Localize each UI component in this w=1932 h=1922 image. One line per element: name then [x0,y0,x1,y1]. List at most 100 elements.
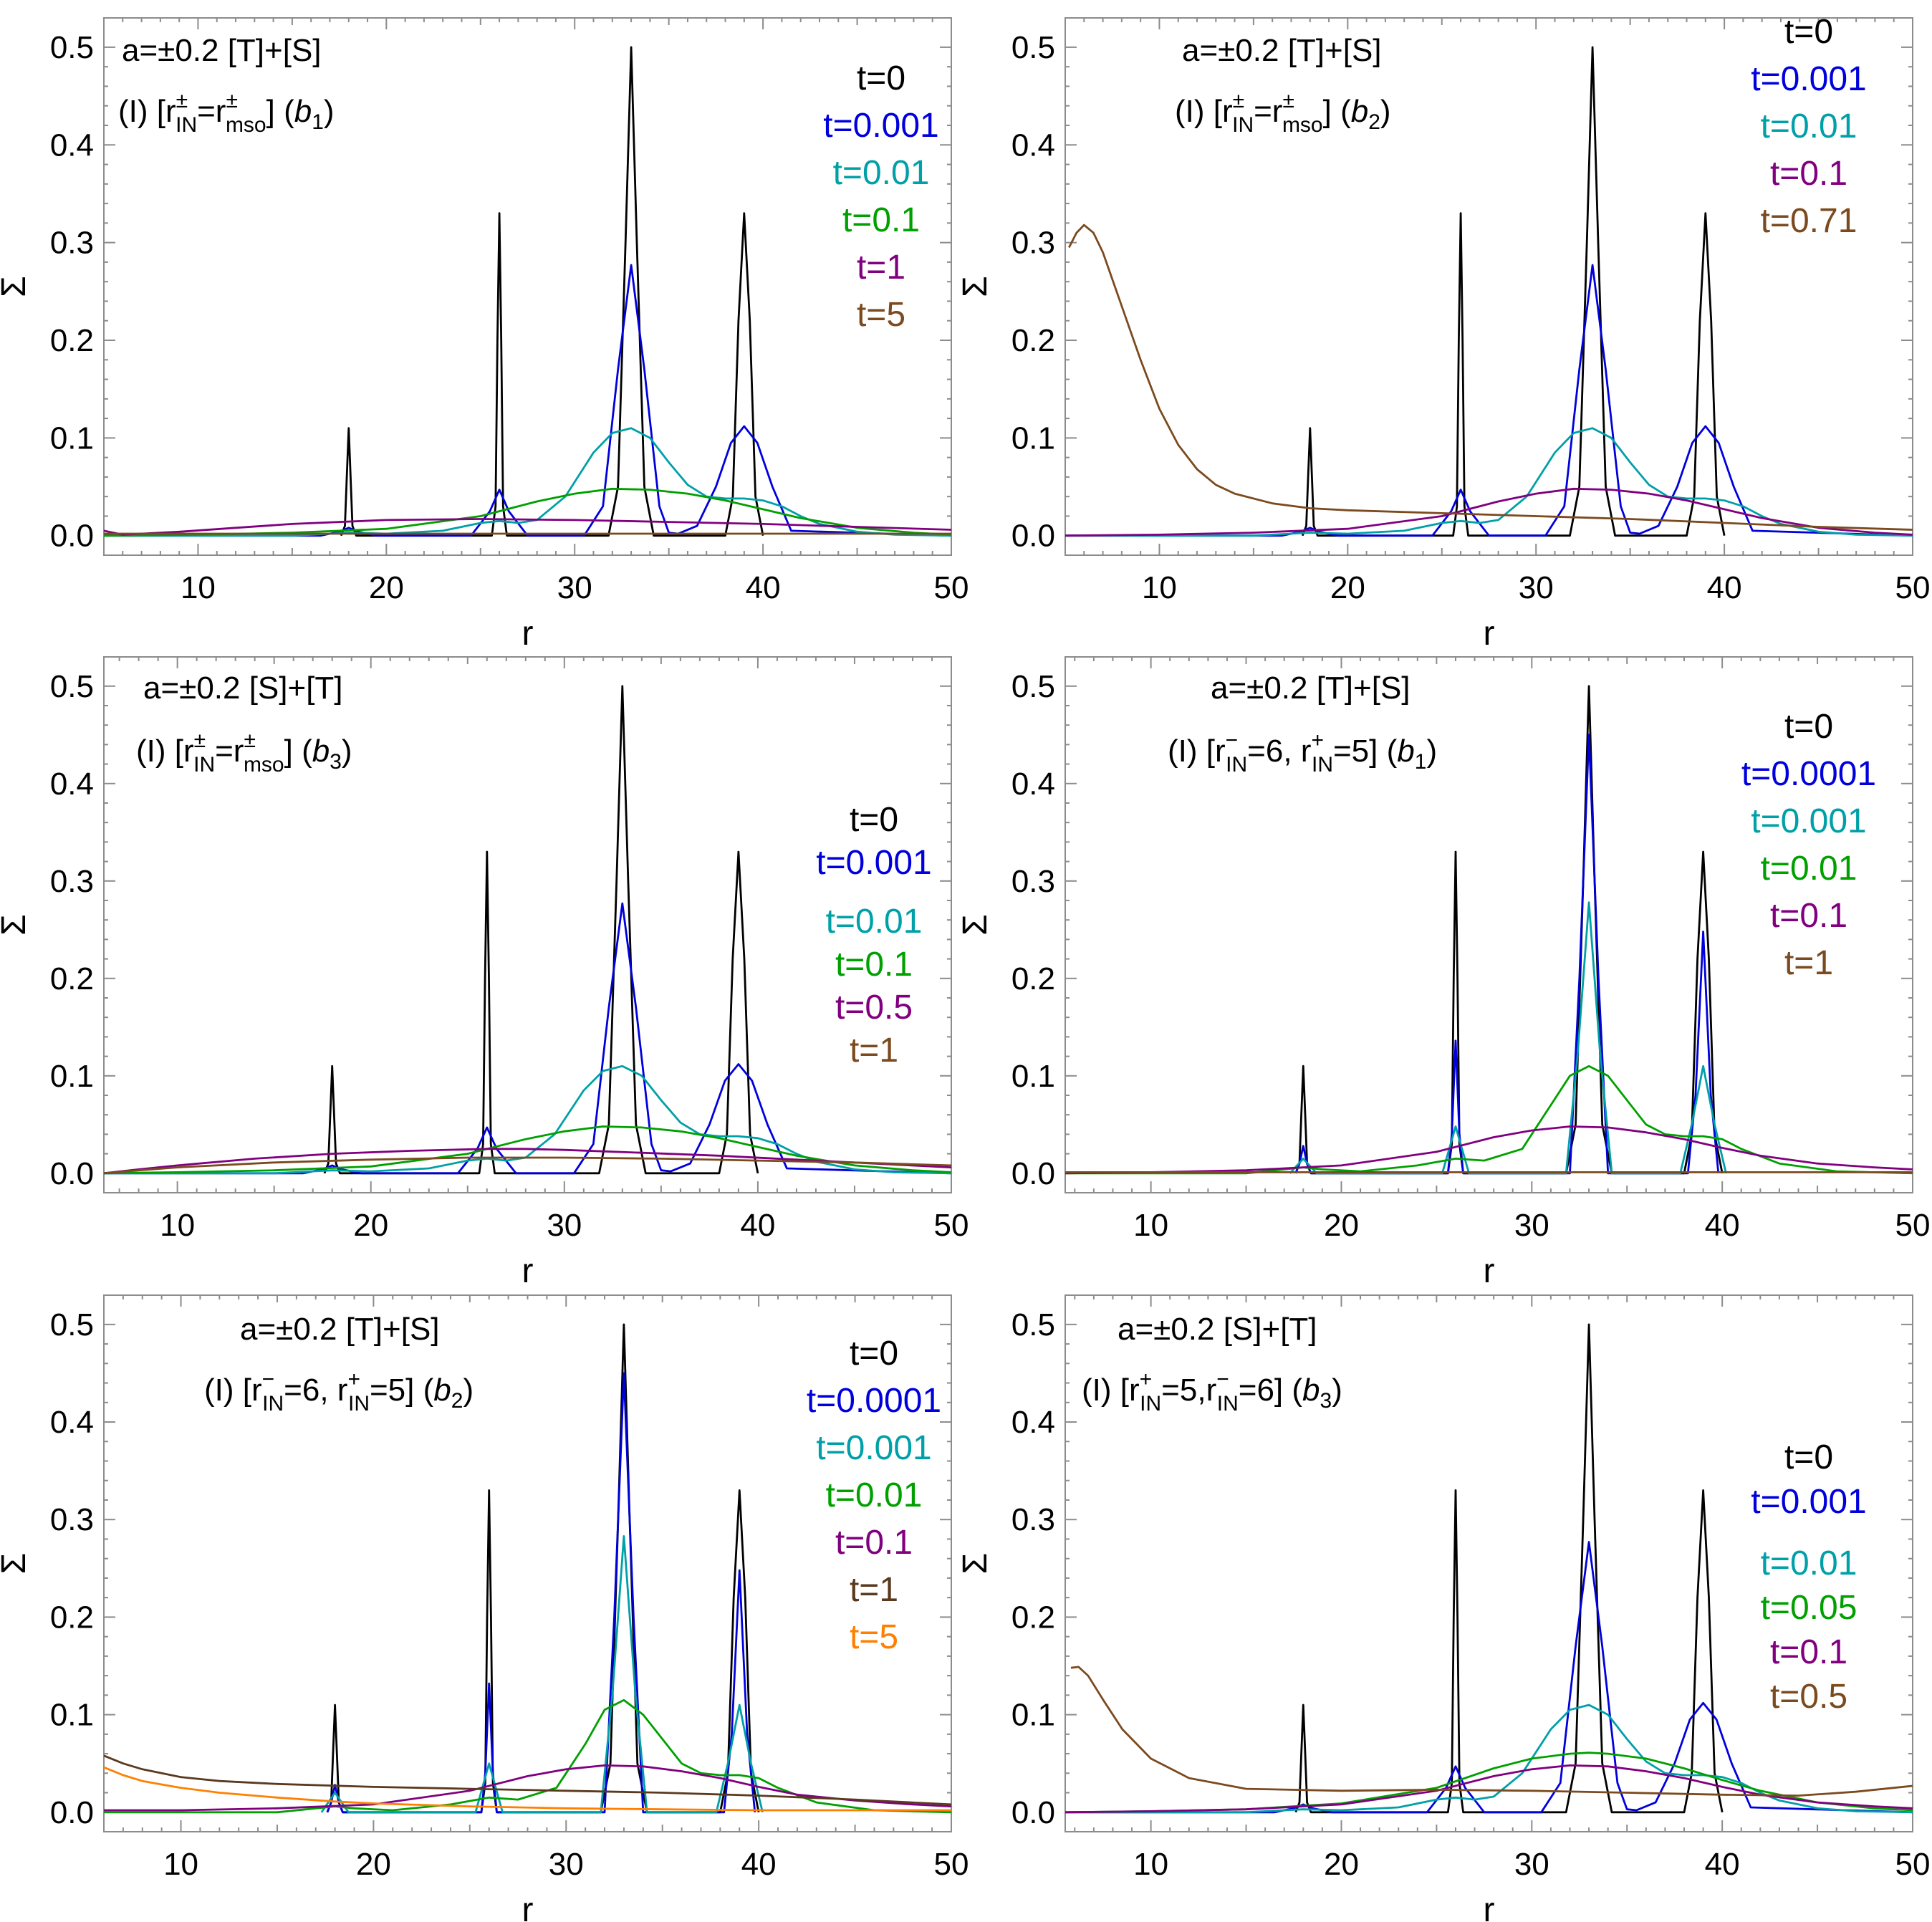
legend-entry-t0p01: t=0.01 [826,1476,923,1514]
y-axis-label: Σ [956,276,994,297]
y-tick-label: 0.1 [1011,1698,1055,1733]
annotation-conditions: (I) [r− IN=6, r+ IN=5] (b2) [204,1368,474,1416]
legend-entry-t5: t=5 [857,296,905,334]
legend-entry-t0p001: t=0.001 [1751,60,1866,98]
y-tick-label: 0.5 [1011,669,1055,704]
y-tick-label: 0.4 [1011,128,1055,163]
x-tick-label: 40 [746,570,781,605]
x-tick-label: 30 [1514,1208,1549,1243]
legend-entry-t0p0001: t=0.0001 [807,1382,941,1420]
x-tick-label: 30 [549,1847,584,1882]
annotation-params: a=±0.2 [S]+[T] [143,671,343,706]
y-tick-label: 0.0 [50,1795,94,1830]
x-tick-label: 50 [934,1208,969,1243]
y-tick-label: 0.3 [50,226,94,261]
series-line-t5 [103,1766,951,1812]
y-tick-label: 0.0 [50,519,94,554]
series-line-t0p01 [104,1065,952,1175]
y-tick-label: 0.1 [50,421,94,456]
x-tick-label: 40 [1705,1847,1740,1882]
legend-entry-t0p01: t=0.01 [826,903,923,941]
series-line-t0p5 [1070,1666,1913,1797]
legend-entry-t1: t=1 [857,249,905,287]
legend-entry-t0: t=0 [850,801,898,839]
legend-entry-t0: t=0 [1784,13,1833,51]
x-tick-label: 10 [160,1208,195,1243]
y-tick-label: 0.5 [50,669,94,704]
series-line-t0p1 [1064,1764,1913,1814]
x-tick-label: 20 [356,1847,391,1882]
y-tick-label: 0.1 [50,1698,94,1733]
annotation-conditions: (I) [r± IN=r± mso] (b1) [118,89,335,137]
annotation-conditions: (I) [r+ IN=5,r− IN=6] (b3) [1082,1368,1342,1416]
x-tick-label: 30 [557,570,592,605]
legend-entry-t0p5: t=0.5 [1770,1678,1847,1716]
y-tick-label: 0.3 [50,1502,94,1537]
series-line-t0 [323,685,759,1175]
y-tick-label: 0.5 [50,1307,94,1342]
legend-entry-t0p71: t=0.71 [1761,202,1857,240]
x-axis-label: r [522,1252,534,1290]
annotation-conditions: (I) [r− IN=6, r+ IN=5] (b1) [1168,729,1437,777]
annotation-params: a=±0.2 [T]+[S] [122,33,322,68]
x-tick-label: 50 [1895,1208,1931,1243]
series-line-t0p001 [104,264,952,537]
annotation-conditions: (I) [r± IN=r± mso] (b3) [136,729,352,777]
series-line-t0p01 [104,1698,952,1814]
y-tick-label: 0.3 [50,864,94,899]
y-tick-label: 0.4 [1011,767,1055,802]
x-tick-label: 10 [1133,1208,1168,1243]
y-tick-label: 0.2 [1011,961,1055,996]
legend-entry-t0p01: t=0.01 [833,154,930,192]
legend-entry-t0p01: t=0.01 [1761,850,1857,888]
y-tick-label: 0.2 [50,1600,94,1635]
y-tick-label: 0.2 [1011,1600,1055,1635]
legend-entry-t1: t=1 [850,1032,898,1070]
y-axis-label: Σ [956,914,994,936]
y-tick-label: 0.1 [1011,421,1055,456]
y-tick-label: 0.4 [50,1405,94,1440]
series-line-t0p0001 [1294,734,1720,1175]
annotation-params: a=±0.2 [T]+[S] [240,1312,440,1347]
x-tick-label: 10 [1133,1847,1168,1882]
legend-entry-t0p5: t=0.5 [835,989,913,1027]
x-tick-label: 50 [934,570,969,605]
legend-entry-t0p1: t=0.1 [835,1524,913,1562]
legend-entry-t0p001: t=0.001 [823,107,938,145]
x-tick-label: 40 [1705,1208,1740,1243]
annotation-params: a=±0.2 [T]+[S] [1182,33,1382,68]
series-line-t1 [103,1156,952,1175]
chart-panel-1: 10 20 30 40 50 0.0 0.1 0.2 0.3 0.4 0.5 r Σa=±0.2 [T]… [0,17,969,653]
y-axis-label: Σ [0,1553,33,1575]
plot-frame [103,656,952,1193]
x-tick-label: 30 [1519,570,1554,605]
legend-entry-t0: t=0 [1784,708,1833,746]
y-tick-label: 0.0 [1011,519,1055,554]
x-tick-label: 40 [1707,570,1742,605]
x-tick-label: 10 [163,1847,198,1882]
y-axis-label: Σ [956,1553,994,1575]
annotation-conditions: (I) [r± IN=r± mso] (b2) [1175,89,1391,137]
series-line-t0p001 [104,902,952,1175]
plot-frame [1064,656,1913,1193]
plot-frame [103,17,952,556]
y-tick-label: 0.2 [50,961,94,996]
series-line-t0p01 [1065,427,1913,537]
legend-entry-t0p1: t=0.1 [842,201,920,239]
x-tick-label: 20 [369,570,404,605]
x-tick-label: 30 [1514,1847,1549,1882]
y-tick-label: 0.0 [1011,1795,1055,1830]
x-tick-label: 10 [181,570,216,605]
legend-entry-t0: t=0 [857,59,905,97]
legend-entry-t0p01: t=0.01 [1761,1544,1857,1582]
series-line-t0p1 [1064,487,1913,537]
legend-entry-t0p0001: t=0.0001 [1741,755,1876,793]
x-axis-label: r [1484,615,1495,653]
x-tick-label: 50 [1895,570,1931,605]
x-tick-label: 20 [353,1208,388,1243]
y-tick-label: 0.2 [50,323,94,358]
chart-panel-3: 10 20 30 40 50 0.0 0.1 0.2 0.3 0.4 0.5 r Σa=±0.2 [S]… [0,656,969,1290]
y-tick-label: 0.3 [1011,226,1055,261]
x-axis-label: r [1484,1891,1495,1922]
